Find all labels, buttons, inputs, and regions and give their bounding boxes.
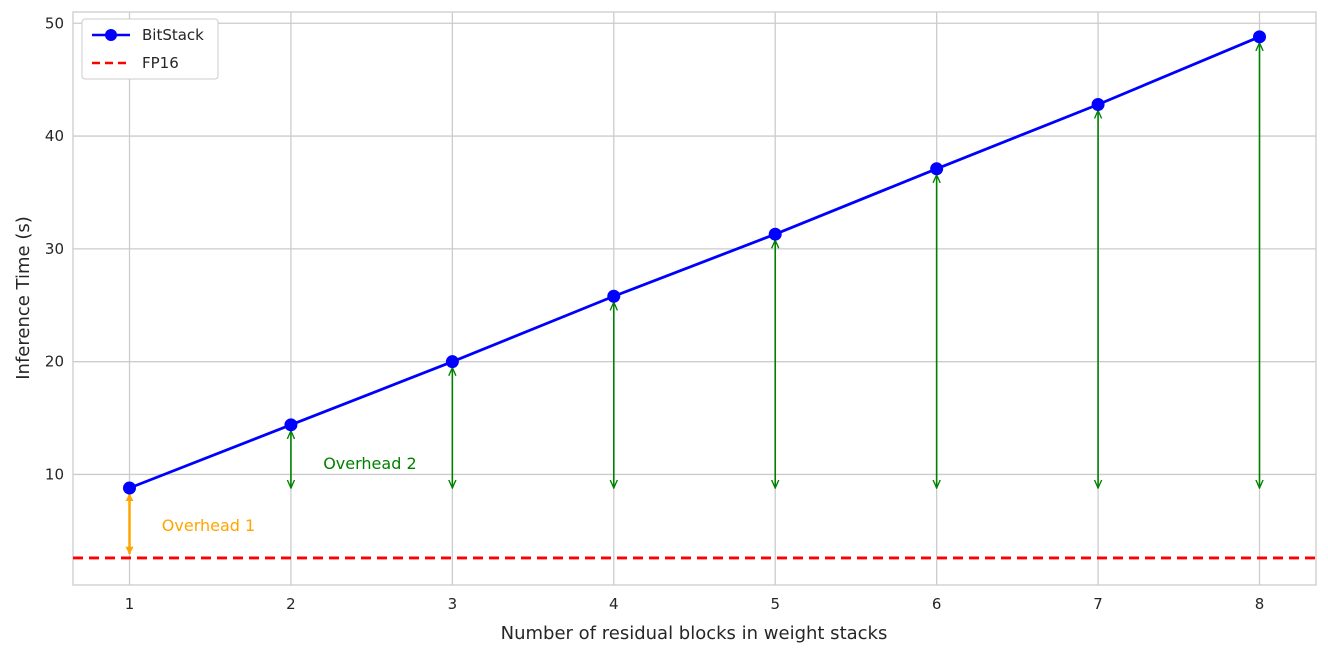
x-axis-label: Number of residual blocks in weight stac… (501, 623, 888, 644)
x-tick-label: 7 (1093, 595, 1103, 613)
y-axis-label: Inference Time (s) (13, 216, 34, 380)
x-tick-label: 8 (1255, 595, 1265, 613)
bitstack-point (284, 418, 298, 432)
y-tick-label: 20 (45, 353, 64, 371)
bitstack-point (607, 289, 621, 303)
bitstack-point (930, 162, 944, 176)
y-tick-label: 40 (45, 127, 64, 145)
y-tick-label: 10 (45, 465, 64, 483)
legend-label-bitstack: BitStack (142, 26, 204, 44)
annotations: Overhead 1 Overhead 2 (125, 43, 1260, 555)
bitstack-point (1091, 97, 1105, 111)
bitstack-point (768, 227, 782, 241)
x-tick-labels: 1 2 3 4 5 6 7 8 (125, 595, 1265, 613)
bitstack-point (123, 481, 136, 495)
bitstack-layer (123, 30, 1266, 495)
x-tick-label: 3 (448, 595, 458, 613)
overhead-1-label: Overhead 1 (162, 516, 255, 535)
x-tick-label: 2 (286, 595, 296, 613)
overhead-2-label: Overhead 2 (323, 454, 416, 473)
x-tick-label: 5 (770, 595, 780, 613)
legend-marker-bitstack (105, 29, 117, 41)
bitstack-point (1253, 30, 1266, 44)
legend-label-fp16: FP16 (142, 54, 179, 72)
y-tick-label: 30 (45, 240, 64, 258)
legend: BitStack FP16 (81, 18, 219, 80)
x-tick-label: 6 (932, 595, 942, 613)
y-tick-label: 50 (45, 14, 64, 32)
x-tick-label: 1 (125, 595, 135, 613)
bitstack-point (445, 355, 459, 369)
bitstack-line (128, 35, 1261, 490)
plot-area (72, 11, 1317, 586)
x-tick-label: 4 (609, 595, 619, 613)
y-tick-labels: 10 20 30 40 50 (45, 14, 64, 483)
